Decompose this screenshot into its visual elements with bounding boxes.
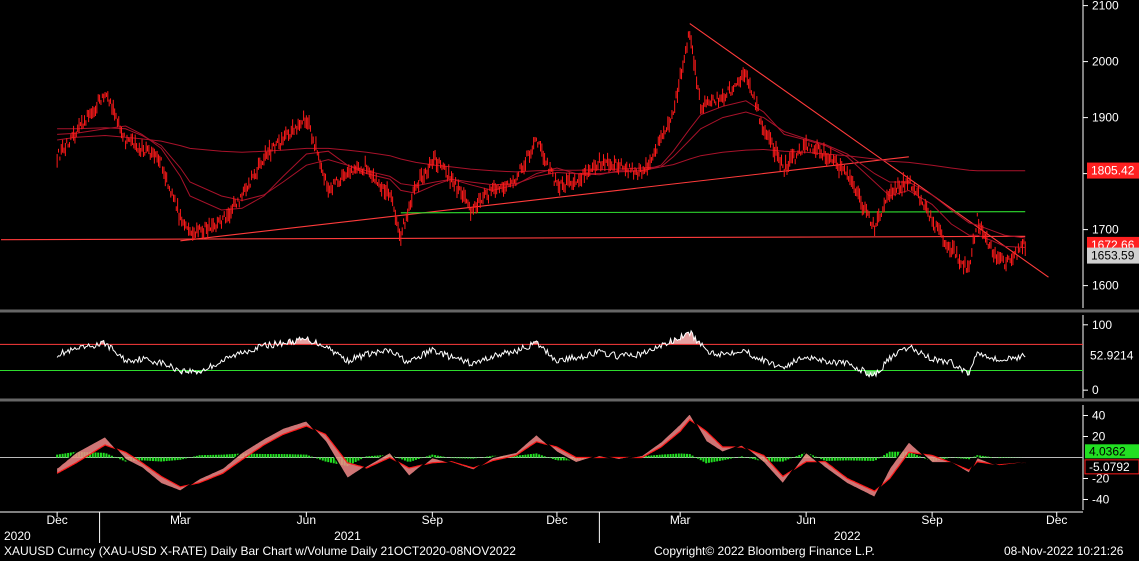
price-y-tick-label: 1900 (1092, 111, 1119, 125)
price-bars (56, 31, 1026, 275)
moving-average-line (57, 111, 1026, 239)
year-label: 2022 (834, 529, 861, 543)
rsi-last-value: 52.9214 (1090, 349, 1134, 363)
x-tick-label: Dec (546, 513, 567, 527)
macd-value-tag-label: -5.0792 (1089, 460, 1130, 474)
moving-average-line (57, 134, 1026, 173)
year-label: 2020 (4, 529, 31, 543)
macd-y-tick-label: -40 (1092, 493, 1110, 507)
macd-value-tag-label: 4.0362 (1089, 444, 1126, 458)
macd-value-tag: -5.0792 (1084, 459, 1139, 475)
macd-y-tick-label: -20 (1092, 472, 1110, 486)
bloomberg-chart: 1600170018001900200021001805.421672.6616… (0, 0, 1139, 543)
macd-line (56, 412, 1026, 499)
macd-value-tag: 4.0362 (1085, 444, 1139, 459)
trendline (400, 211, 1026, 214)
chart-description: XAUUSD Curncy (XAU-USD X-RATE) Daily Bar… (4, 544, 516, 558)
price-value-tag-label: 1653.59 (1091, 249, 1135, 263)
rsi-line (56, 329, 1026, 378)
price-value-tag-box (1087, 162, 1139, 179)
macd-value-tag-box (1084, 459, 1139, 475)
macd-signal-line (56, 418, 1026, 492)
rsi-y-tick-label: 100 (1092, 318, 1112, 332)
trendline (689, 23, 1049, 278)
price-value-tag-label: 1805.42 (1091, 164, 1135, 178)
x-tick-label: Jun (297, 513, 316, 527)
macd-panel: -40 -20 20 40 4.0362 -5.0792 (0, 405, 1139, 510)
price-value-tag: 1653.59 (1087, 247, 1139, 264)
macd-value-tag-box (1085, 444, 1139, 459)
copyright-text: Copyright© 2022 Bloomberg Finance L.P. (654, 544, 875, 558)
price-y-tick-label: 2000 (1092, 55, 1119, 69)
x-tick-label: Jun (796, 513, 815, 527)
price-value-tag: 1805.42 (1087, 162, 1139, 179)
x-tick-label: Dec (46, 513, 67, 527)
rsi-y-tick-label: 0 (1092, 383, 1099, 397)
price-panel: 1600170018001900200021001805.421672.6616… (0, 0, 1139, 313)
price-y-tick-label: 1600 (1092, 279, 1119, 293)
x-tick-label: Mar (670, 513, 691, 527)
x-axis: Dec Mar Jun Sep Dec Mar Jun Sep Dec 2020 2021 2022 (0, 511, 1083, 543)
x-tick-label: Sep (921, 513, 943, 527)
trendline (0, 235, 1026, 241)
rsi-overbought-fill (57, 330, 1026, 345)
x-tick-label: Sep (422, 513, 444, 527)
x-tick-label: Mar (170, 513, 191, 527)
price-value-tag-box (1087, 247, 1139, 264)
macd-y-tick-label: 40 (1092, 409, 1106, 423)
timestamp: 08-Nov-2022 10:21:26 (1004, 544, 1124, 558)
footer-bar: XAUUSD Curncy (XAU-USD X-RATE) Daily Bar… (0, 543, 1139, 561)
macd-y-tick-label: 20 (1092, 430, 1106, 444)
rsi-panel: 0 100 52.9214 (0, 315, 1139, 402)
year-label: 2021 (334, 529, 361, 543)
price-y-tick-label: 1700 (1092, 223, 1119, 237)
x-tick-label: Dec (1046, 513, 1067, 527)
price-y-tick-label: 2100 (1092, 0, 1119, 13)
